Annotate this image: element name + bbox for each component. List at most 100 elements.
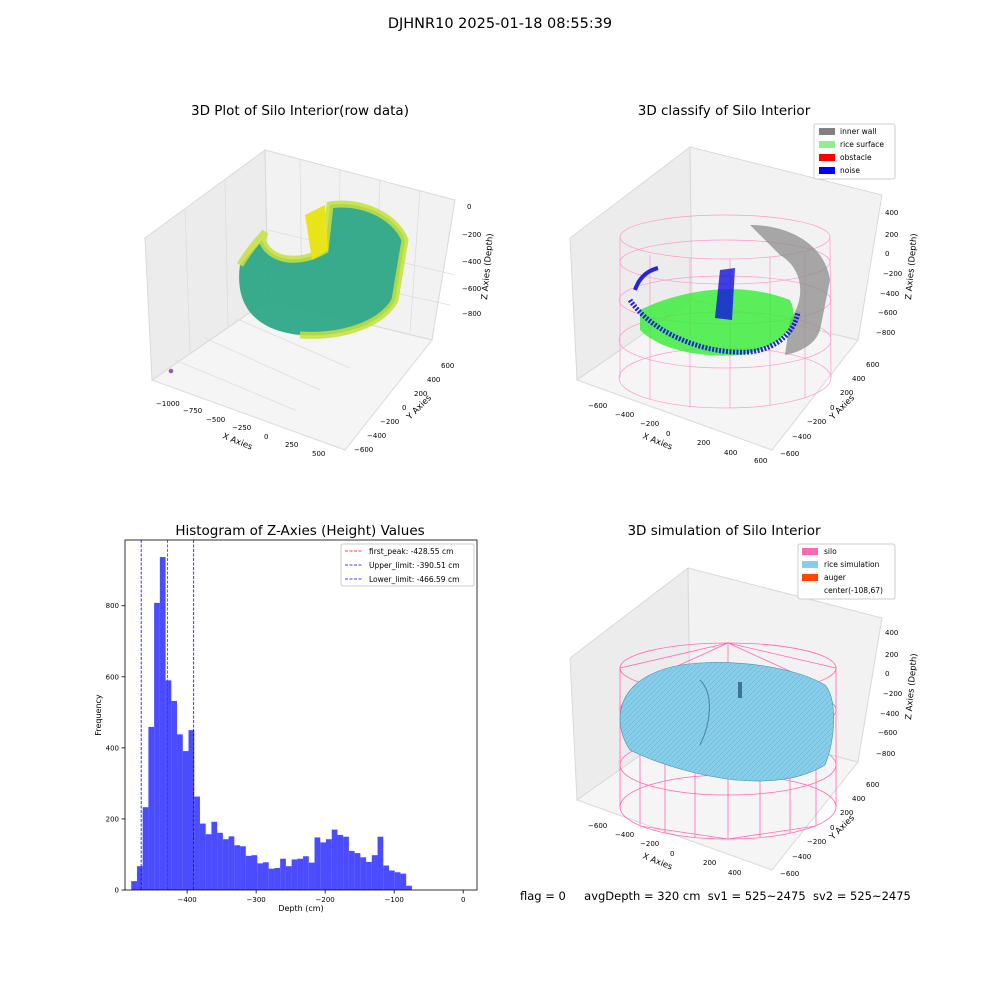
- x-tick-label: −100: [385, 896, 404, 904]
- svg-text:−600: −600: [588, 822, 607, 830]
- svg-text:−600: −600: [878, 729, 897, 737]
- histogram-bar: [257, 863, 263, 890]
- figure-title: DJHNR10 2025-01-18 08:55:39: [387, 16, 613, 32]
- histogram-bar: [182, 751, 189, 890]
- simulation-x-ticks: −600 −400 −200 0 200 400: [588, 822, 741, 877]
- svg-text:−800: −800: [876, 329, 895, 337]
- svg-text:−600: −600: [780, 870, 799, 878]
- histogram-bar: [400, 873, 407, 890]
- svg-text:0: 0: [670, 850, 674, 858]
- histogram-bar: [406, 885, 412, 890]
- svg-text:inner wall: inner wall: [840, 127, 877, 136]
- simulation-3d-plot: silo rice simulation auger center(-108,6…: [569, 543, 920, 878]
- histogram-bar: [274, 867, 281, 890]
- histogram-bars: [131, 557, 412, 890]
- sv2-text: sv2 = 525~2475: [812, 889, 911, 903]
- flag-text: flag = 0: [520, 889, 566, 903]
- simulation-y-ticks: 600 400 200 0 −200 −400 −600: [780, 781, 879, 878]
- svg-text:obstacle: obstacle: [840, 153, 872, 162]
- y-tick-label: 800: [106, 602, 119, 610]
- histogram-chart: −400 −300 −200 −100 0 0 200 400 600 800 Depth (c…: [94, 539, 478, 913]
- histogram-bar: [354, 853, 361, 890]
- svg-text:400: 400: [852, 375, 865, 383]
- histogram-bar: [136, 866, 143, 890]
- svg-text:0: 0: [830, 404, 834, 412]
- svg-text:−200: −200: [380, 418, 399, 426]
- rice-simulation-ridge: [699, 679, 711, 746]
- classify-y-ticks: 600 400 200 0 −200 −400 −600: [780, 361, 879, 458]
- rice-simulation-surface: [619, 662, 834, 782]
- histogram-bar: [251, 855, 258, 890]
- raw-z-ticks: 0 −200 −400 −600 −800: [462, 203, 481, 318]
- y-tick-label: 400: [106, 744, 119, 752]
- svg-text:0: 0: [402, 404, 406, 412]
- svg-text:400: 400: [724, 449, 737, 457]
- histogram-bar: [234, 845, 241, 890]
- svg-text:400: 400: [728, 869, 741, 877]
- svg-text:silo: silo: [824, 547, 837, 556]
- histogram-bar: [308, 862, 315, 890]
- legend-swatch-auger: [802, 574, 818, 581]
- svg-text:first_peak: -428.55 cm: first_peak: -428.55 cm: [369, 547, 453, 556]
- svg-text:auger: auger: [824, 573, 847, 582]
- histogram-x-label: Depth (cm): [278, 904, 323, 913]
- histogram-bar: [211, 821, 218, 890]
- svg-text:400: 400: [852, 795, 865, 803]
- svg-text:−400: −400: [615, 411, 634, 419]
- svg-text:rice simulation: rice simulation: [824, 560, 880, 569]
- histogram-bar: [199, 823, 206, 890]
- simulation-z-ticks: 400 200 0 −200 −400 −600 −800: [876, 629, 902, 758]
- histogram-bar: [389, 870, 395, 890]
- histogram-axes-frame: [124, 539, 478, 891]
- svg-text:200: 200: [703, 859, 716, 867]
- simulation-z-label: Z Axies (Depth): [904, 653, 920, 720]
- classify-noise-column: [715, 268, 735, 320]
- histogram-x-ticks: −400 −300 −200 −100 0: [178, 890, 465, 904]
- histogram-bar: [142, 807, 149, 890]
- histogram-bar: [325, 839, 332, 890]
- histogram-bar: [291, 859, 298, 890]
- histogram-bar: [159, 557, 166, 890]
- histogram-bar: [377, 836, 384, 890]
- svg-text:−800: −800: [462, 310, 481, 318]
- svg-text:400: 400: [427, 376, 440, 384]
- svg-text:−600: −600: [780, 450, 799, 458]
- histogram-bar: [131, 881, 137, 890]
- svg-text:−600: −600: [462, 285, 481, 293]
- histogram-bar: [154, 602, 160, 890]
- legend-swatch-rice-surface: [819, 141, 835, 148]
- histogram-bar: [314, 837, 321, 890]
- svg-text:600: 600: [866, 781, 879, 789]
- classify-x-ticks: −600 −400 −200 0 200 400 600: [588, 402, 767, 465]
- histogram-bar: [280, 858, 286, 890]
- histogram-y-ticks: 0 200 400 600 800: [106, 602, 125, 895]
- svg-text:−800: −800: [876, 750, 895, 758]
- svg-text:−250: −250: [232, 424, 251, 432]
- svg-text:500: 500: [312, 450, 325, 458]
- svg-text:0: 0: [885, 670, 889, 678]
- histogram-bar: [165, 680, 172, 890]
- svg-text:−600: −600: [588, 402, 607, 410]
- x-tick-label: −300: [247, 896, 266, 904]
- svg-text:−400: −400: [792, 433, 811, 441]
- raw-x-label: X Axies: [221, 432, 254, 453]
- svg-text:center(-108,67): center(-108,67): [824, 586, 883, 595]
- avg-depth-text: avgDepth = 320 cm: [584, 889, 701, 903]
- histogram-bar: [320, 842, 326, 890]
- histogram-bar: [262, 862, 269, 890]
- legend-swatch-rice-simulation: [802, 561, 818, 568]
- classify-legend: inner wall rice surface obstacle noise: [813, 123, 896, 180]
- histogram-bar: [348, 850, 355, 890]
- raw-point-cloud-wall: [239, 204, 405, 336]
- histogram-bar: [177, 734, 183, 890]
- svg-text:400: 400: [885, 209, 898, 217]
- histogram-bar: [222, 839, 229, 890]
- svg-text:−400: −400: [615, 831, 634, 839]
- svg-text:200: 200: [414, 390, 427, 398]
- raw-outlier-point: [168, 368, 174, 374]
- raw-point-cloud-top: [305, 205, 328, 260]
- svg-text:−600: −600: [354, 446, 373, 454]
- histogram-bar: [331, 829, 338, 890]
- histogram-bar: [383, 865, 389, 890]
- histogram-bar: [205, 834, 212, 890]
